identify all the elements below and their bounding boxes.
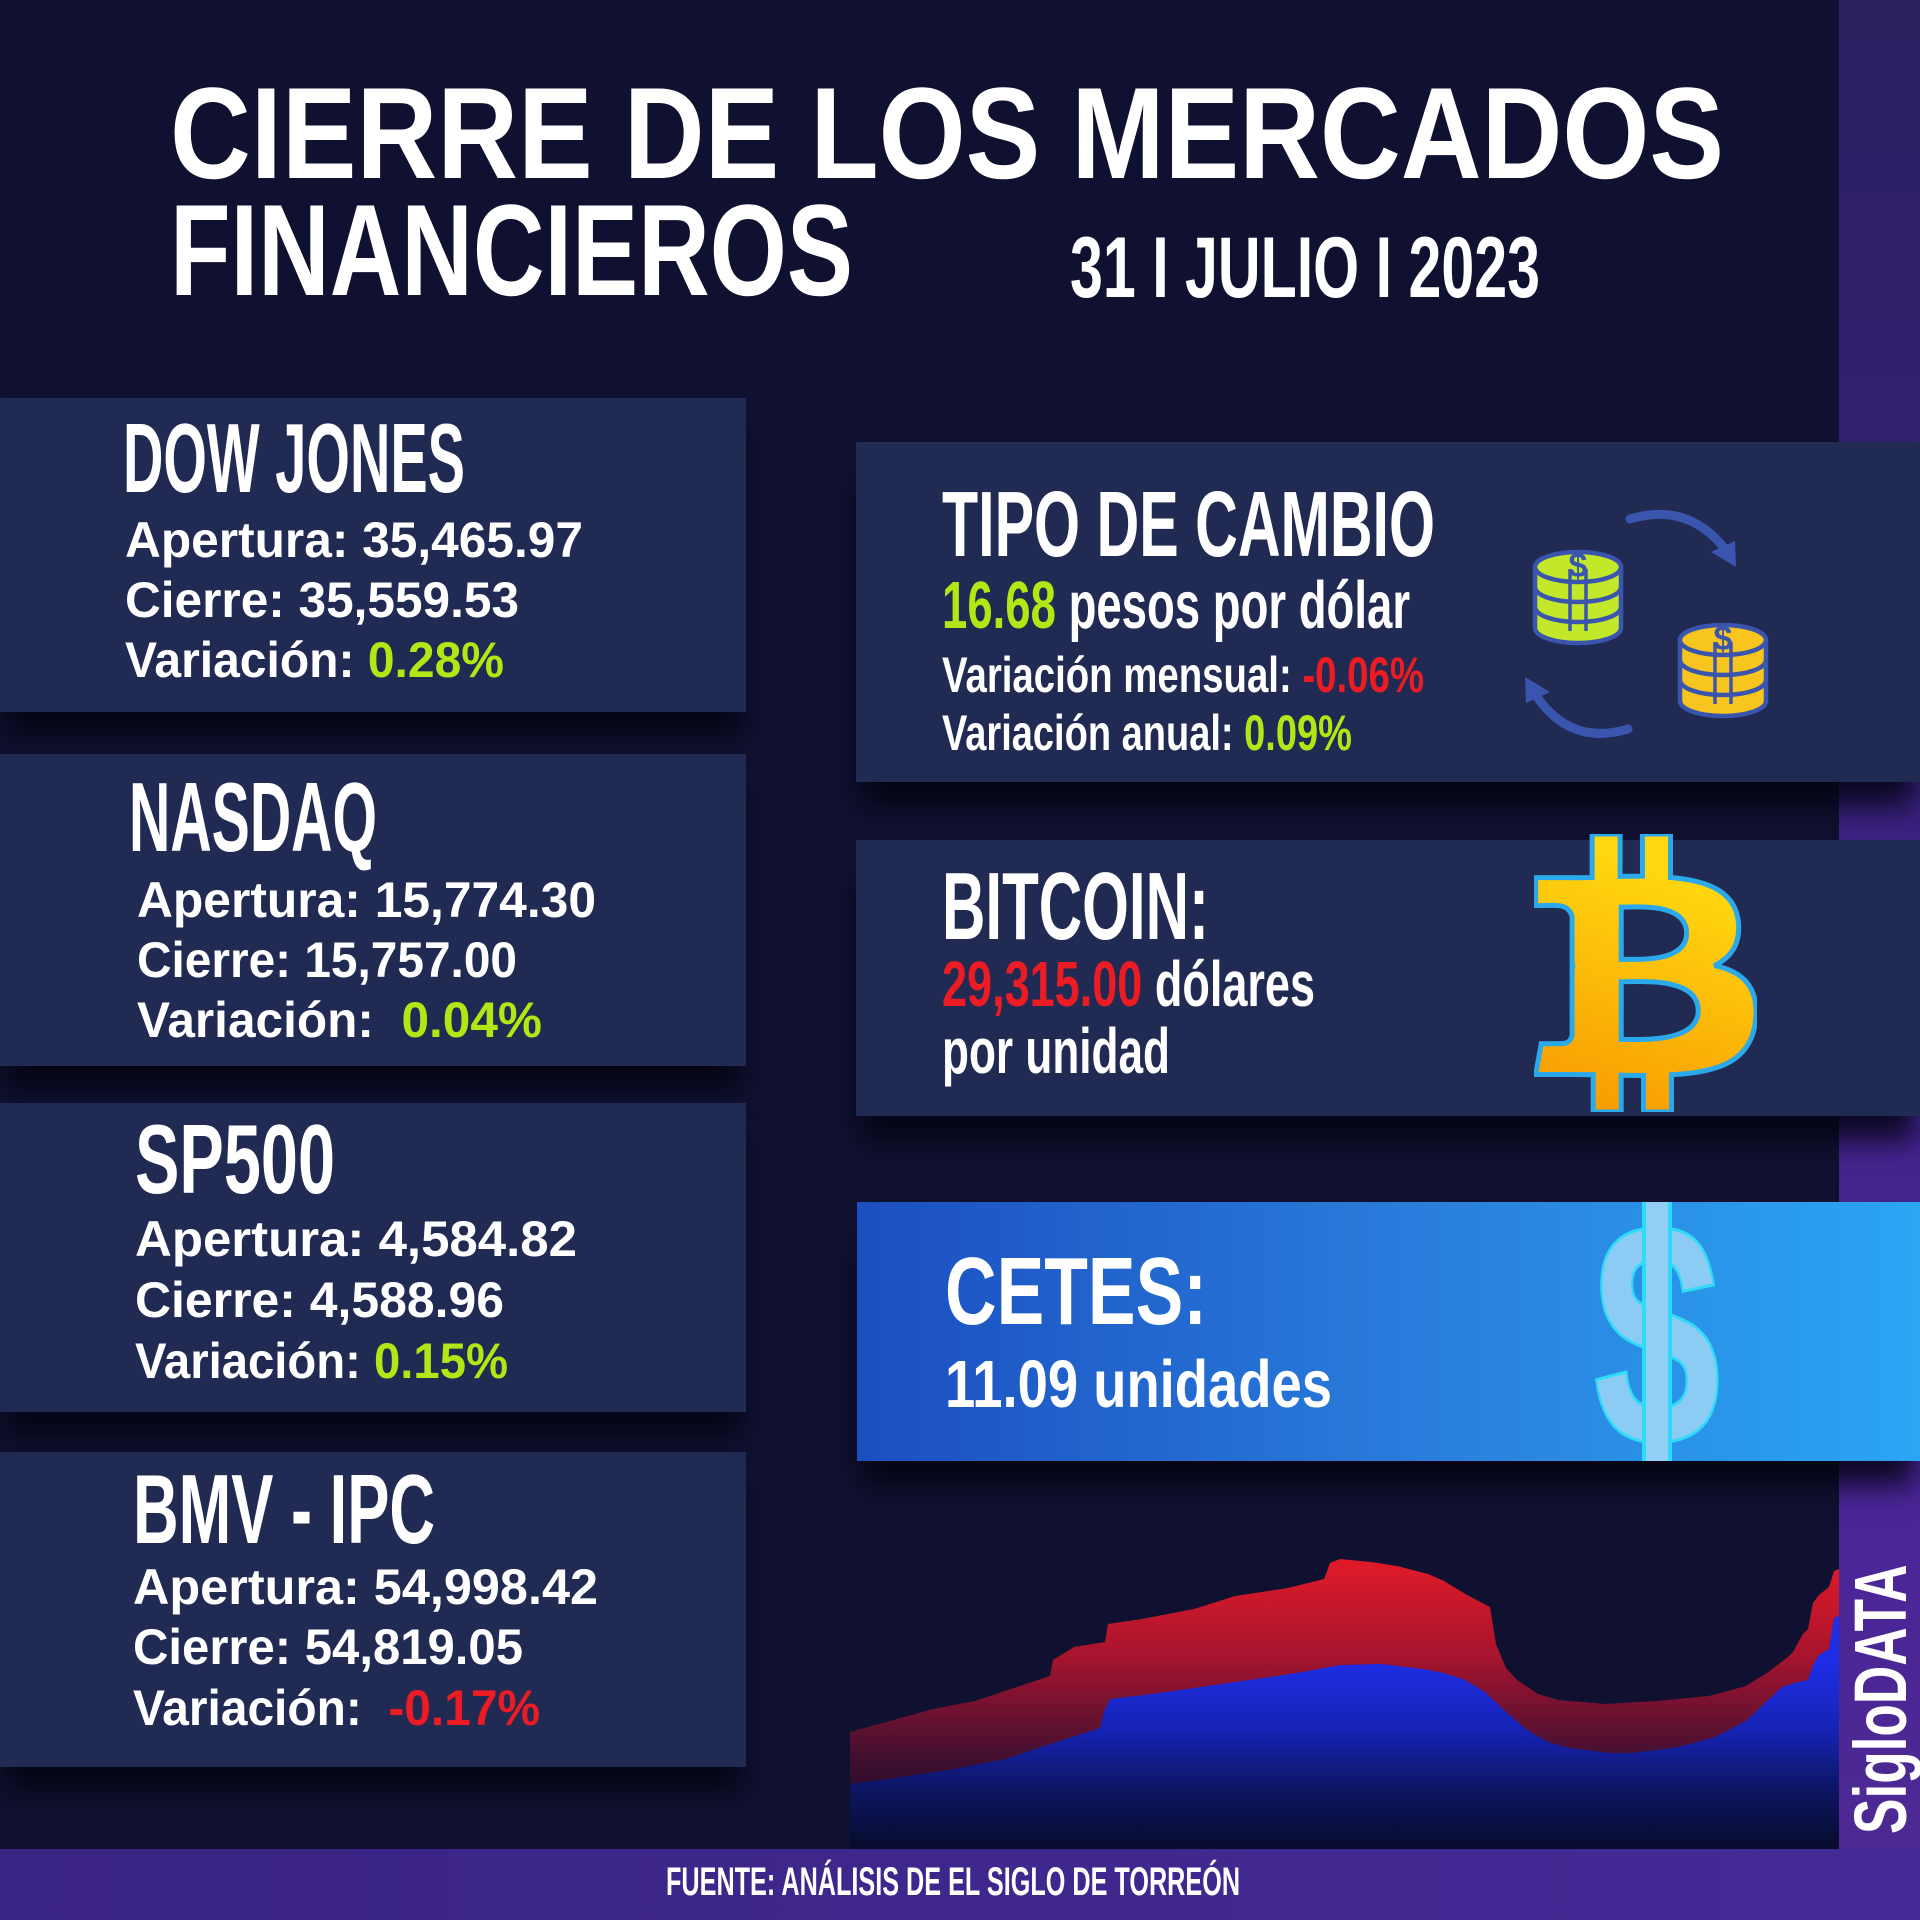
svg-text:$: $ <box>1569 547 1588 585</box>
svg-text:$: $ <box>1714 620 1733 658</box>
